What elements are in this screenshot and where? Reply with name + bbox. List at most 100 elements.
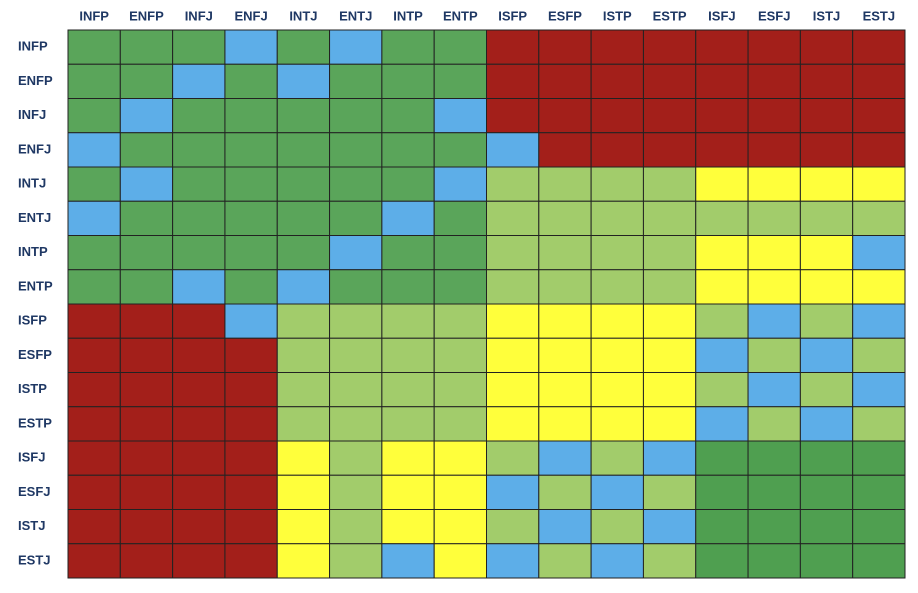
cell [852, 406, 906, 442]
cell [799, 235, 854, 271]
cell [642, 474, 697, 510]
cell [276, 543, 331, 579]
cell [695, 63, 749, 99]
column-label: ENTJ [339, 8, 372, 23]
cell [433, 269, 487, 305]
row-label: INFJ [18, 107, 46, 122]
cell [172, 29, 226, 65]
cell [486, 166, 540, 202]
cell [67, 132, 121, 168]
cell [538, 406, 592, 442]
cell [538, 372, 592, 408]
cell [329, 200, 383, 236]
cell [276, 406, 331, 442]
cell [329, 372, 383, 408]
cell [695, 200, 749, 236]
cell [433, 543, 487, 579]
cell [799, 269, 854, 305]
cell [799, 303, 854, 339]
cell [486, 406, 540, 442]
cell [276, 372, 331, 408]
cell [433, 63, 487, 99]
cell [224, 474, 278, 510]
cell [224, 98, 278, 134]
cell [276, 98, 331, 134]
cell [381, 474, 435, 510]
cell [67, 29, 121, 65]
cell [381, 303, 435, 339]
cell [172, 406, 226, 442]
cell [538, 132, 592, 168]
cell [799, 372, 854, 408]
cell [695, 337, 749, 373]
cell [119, 372, 174, 408]
column-label: INTJ [289, 8, 317, 23]
cell [433, 200, 487, 236]
cell [67, 474, 121, 510]
cell [433, 337, 487, 373]
column-label: INFJ [185, 8, 213, 23]
cell [747, 337, 801, 373]
cell [486, 98, 540, 134]
cell [747, 269, 801, 305]
cell [433, 509, 487, 545]
cell [67, 200, 121, 236]
cell [642, 132, 697, 168]
row-label: INTP [18, 244, 48, 259]
cell [486, 440, 540, 476]
cell [119, 29, 174, 65]
cell [852, 166, 906, 202]
cell [119, 235, 174, 271]
cell [538, 98, 592, 134]
column-label: ISFP [498, 8, 527, 23]
cell [486, 132, 540, 168]
cell [119, 269, 174, 305]
cell [224, 235, 278, 271]
cell [486, 372, 540, 408]
cell [276, 132, 331, 168]
cell [433, 98, 487, 134]
column-label: ESFP [548, 8, 582, 23]
cell [695, 474, 749, 510]
cell [433, 303, 487, 339]
cell [276, 509, 331, 545]
column-label: ISTJ [813, 8, 840, 23]
cell [119, 166, 174, 202]
cell [329, 337, 383, 373]
cell [799, 98, 854, 134]
cell [695, 132, 749, 168]
cell [695, 372, 749, 408]
cell [276, 440, 331, 476]
cell [695, 303, 749, 339]
cell [119, 440, 174, 476]
cell [852, 63, 906, 99]
cell [642, 269, 697, 305]
cell [224, 509, 278, 545]
column-label: ENFP [129, 8, 164, 23]
cell [381, 200, 435, 236]
cell [172, 235, 226, 271]
cell [852, 269, 906, 305]
row-label: ISTP [18, 381, 47, 396]
column-label: ISTP [603, 8, 632, 23]
column-label: ISFJ [708, 8, 735, 23]
cell [224, 166, 278, 202]
cell [119, 63, 174, 99]
cell [224, 63, 278, 99]
cell [538, 63, 592, 99]
cell [381, 166, 435, 202]
cell [381, 406, 435, 442]
cell [695, 406, 749, 442]
cell [172, 474, 226, 510]
cell [119, 98, 174, 134]
cell [695, 98, 749, 134]
cell [486, 235, 540, 271]
cell [67, 509, 121, 545]
cell [224, 269, 278, 305]
cell [642, 406, 697, 442]
cell [747, 98, 801, 134]
cell [67, 406, 121, 442]
row-label: ENTJ [18, 210, 51, 225]
cell [172, 509, 226, 545]
row-label: ESFJ [18, 484, 51, 499]
